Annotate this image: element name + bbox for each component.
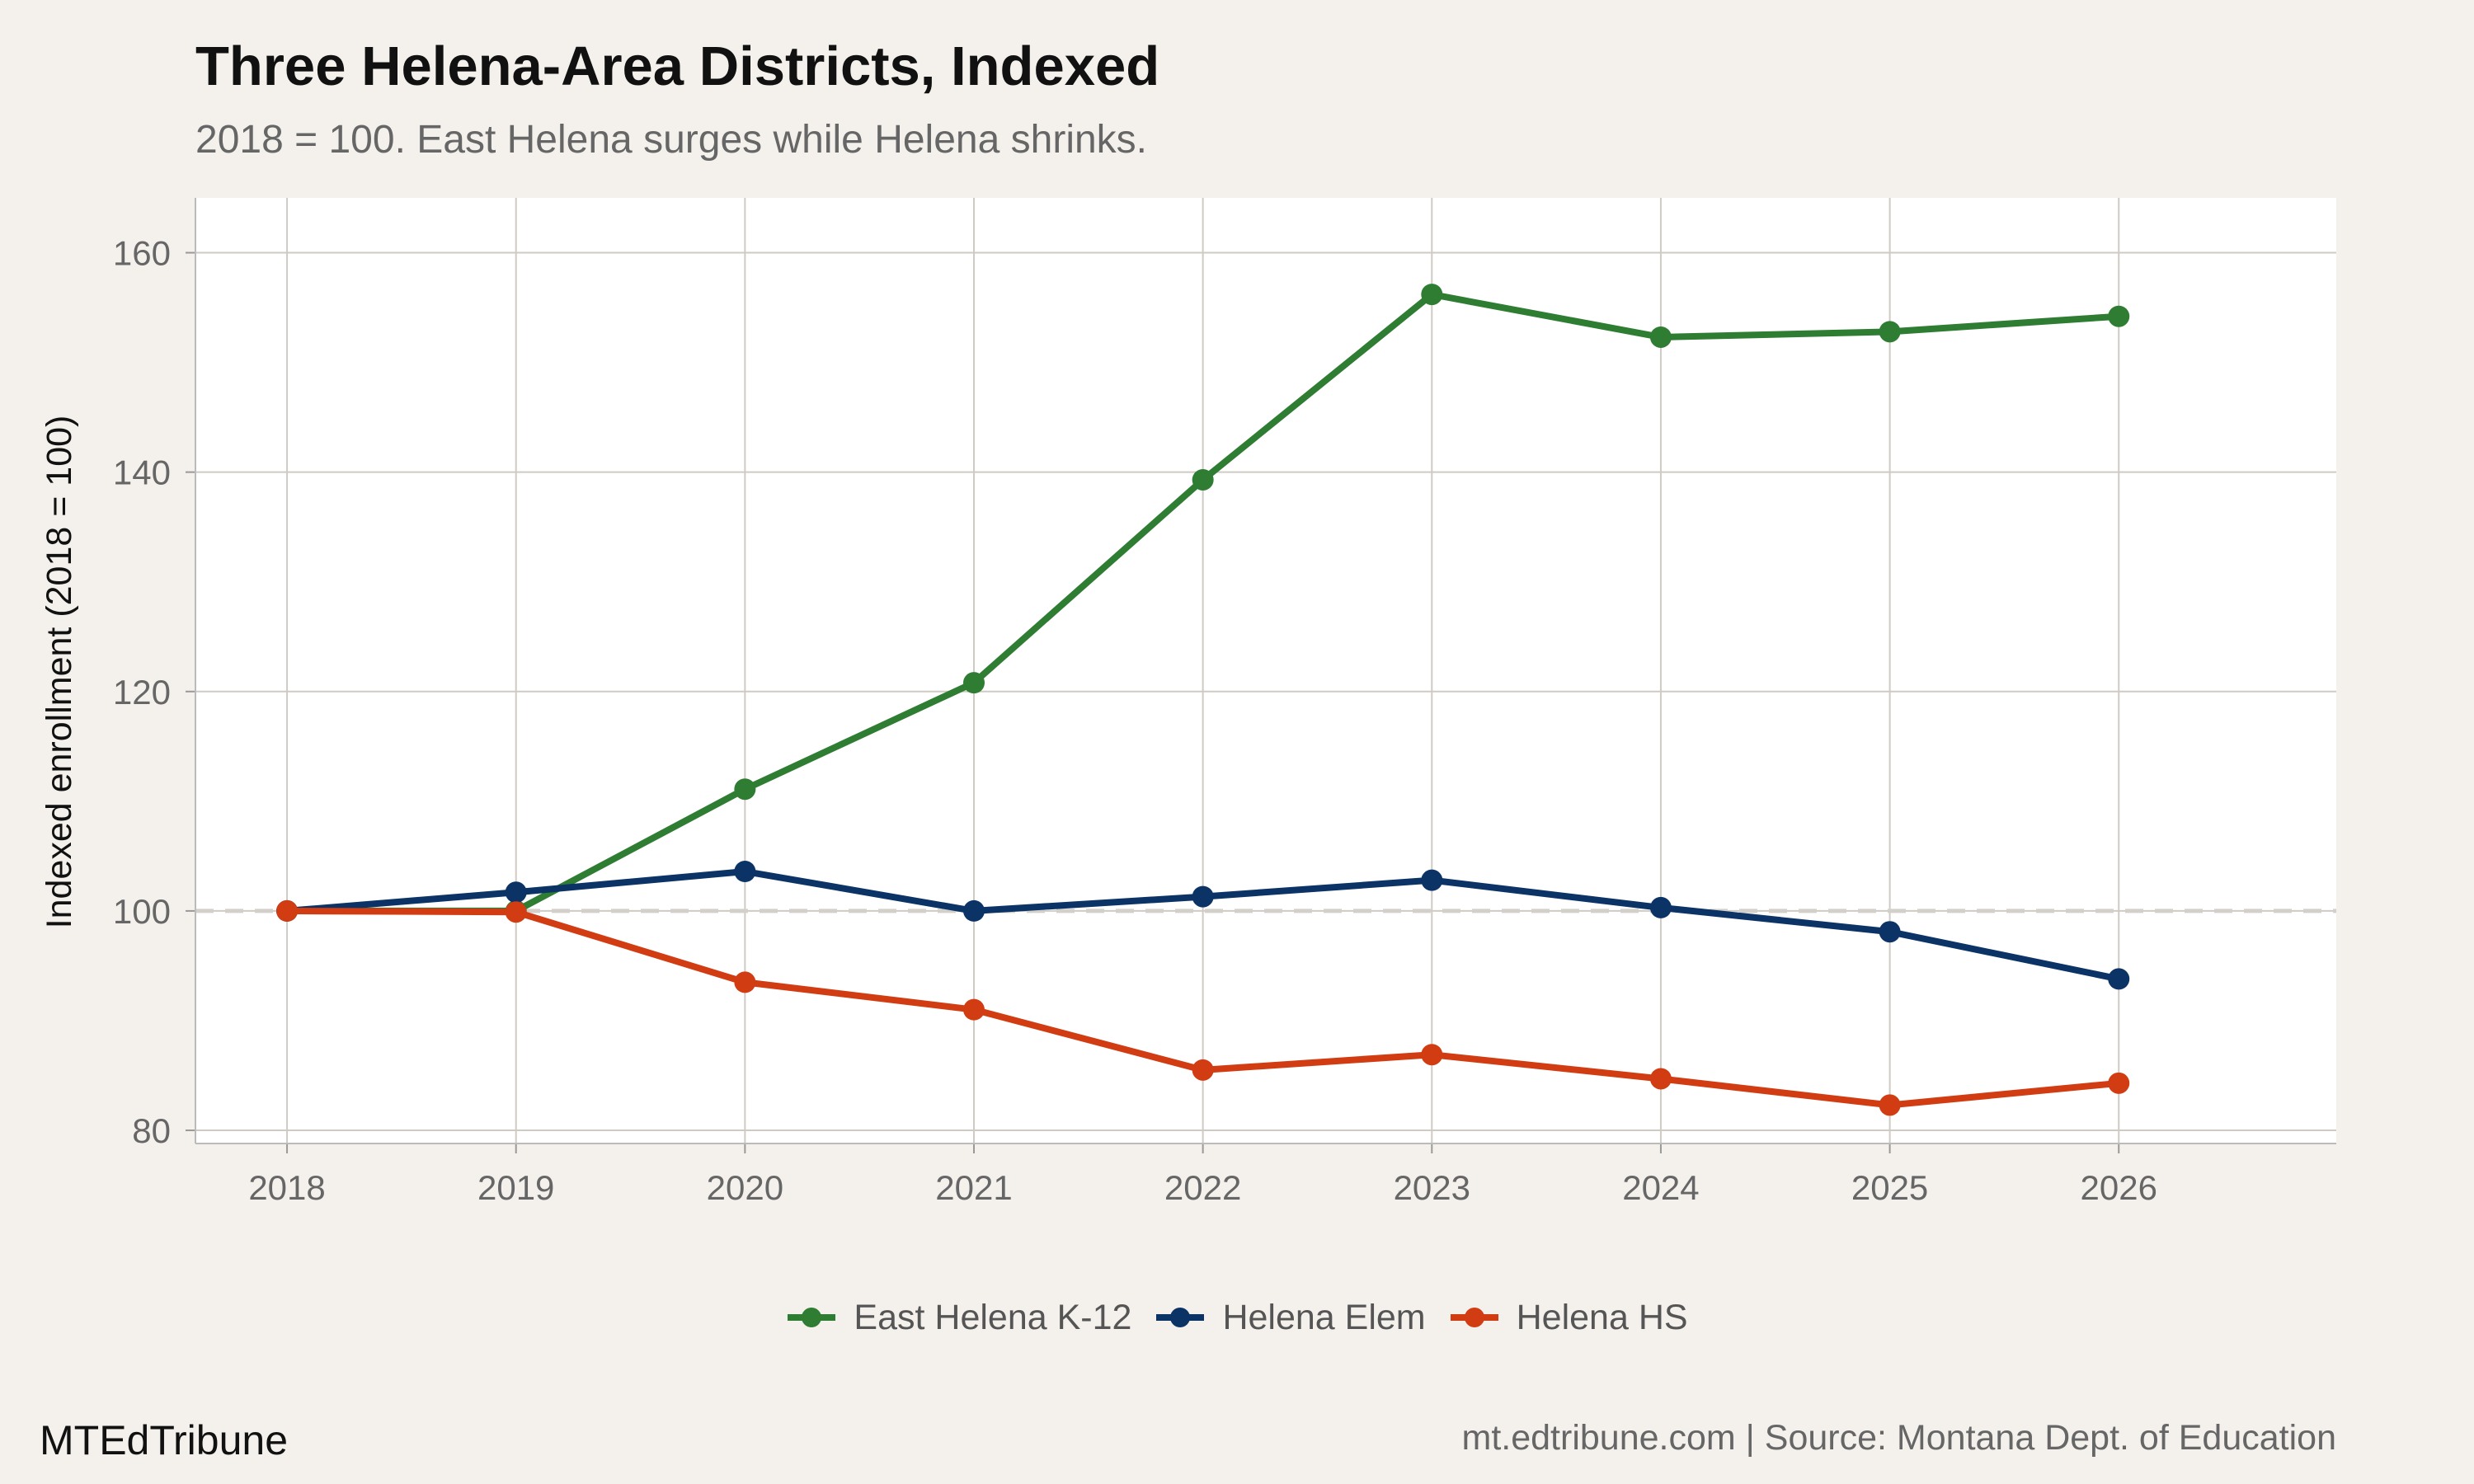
brand-caption: MTEdTribune xyxy=(40,1417,289,1463)
data-point-east-helena-k-12 xyxy=(1879,321,1901,343)
legend-key-helena-elem xyxy=(1156,1308,1205,1327)
data-point-helena-hs xyxy=(1421,1044,1443,1066)
legend-key-helena-hs xyxy=(1450,1308,1498,1327)
series-lines xyxy=(276,284,2130,1116)
data-point-helena-hs xyxy=(505,901,527,923)
legend-item-helena-hs: Helena HS xyxy=(1449,1298,1688,1338)
x-tick-label: 2021 xyxy=(935,1168,1012,1207)
y-tick-label: 100 xyxy=(113,892,171,931)
legend-item-east-helena: East Helena K-12 xyxy=(786,1298,1131,1338)
axes: 80 100 120 140 160 2018 2019 2020 2021 2022 2023 20… xyxy=(113,198,2336,1207)
data-point-helena-elem xyxy=(1192,885,1214,908)
data-point-east-helena-k-12 xyxy=(1649,326,1672,348)
chart-title: Three Helena-Area Districts, Indexed xyxy=(195,35,1160,97)
legend-key-east-helena xyxy=(788,1308,836,1327)
x-tick-label: 2024 xyxy=(1622,1168,1699,1207)
data-point-helena-hs xyxy=(734,971,756,993)
data-point-helena-hs xyxy=(963,998,985,1021)
legend-item-helena-elem: Helena Elem xyxy=(1155,1297,1426,1338)
data-point-helena-elem xyxy=(963,899,985,922)
x-tick-label: 2025 xyxy=(1851,1168,1928,1207)
line-chart: 80 100 120 140 160 2018 2019 2020 2021 2022 2023 20… xyxy=(40,198,2336,1207)
y-axis-label: Indexed enrollment (2018 = 100) xyxy=(40,416,79,929)
y-tick-label: 120 xyxy=(113,673,171,711)
x-tick-label: 2018 xyxy=(248,1168,325,1207)
data-point-east-helena-k-12 xyxy=(1421,284,1443,306)
data-point-east-helena-k-12 xyxy=(734,778,756,801)
data-point-helena-elem xyxy=(1421,869,1443,891)
data-point-helena-elem xyxy=(505,881,527,904)
legend-label-helena-elem: Helena Elem xyxy=(1222,1297,1426,1337)
data-point-helena-elem xyxy=(2108,968,2130,990)
data-point-helena-elem xyxy=(1649,896,1672,918)
x-tick-label: 2026 xyxy=(2081,1168,2157,1207)
y-tick-label: 80 xyxy=(132,1111,171,1150)
y-tick-label: 160 xyxy=(113,234,171,273)
x-tick-label: 2022 xyxy=(1164,1168,1241,1207)
data-point-helena-elem xyxy=(734,861,756,883)
y-tick-label: 140 xyxy=(113,453,171,492)
chart-subtitle: 2018 = 100. East Helena surges while Hel… xyxy=(195,118,1148,162)
x-tick-label: 2020 xyxy=(707,1168,783,1207)
source-caption: mt.edtribune.com | Source: Montana Dept.… xyxy=(1461,1418,2336,1458)
data-point-east-helena-k-12 xyxy=(1192,468,1214,491)
data-point-helena-hs xyxy=(276,899,299,922)
x-tick-label: 2023 xyxy=(1394,1168,1470,1207)
data-point-helena-elem xyxy=(1879,921,1901,943)
data-point-helena-hs xyxy=(2108,1072,2130,1094)
data-point-helena-hs xyxy=(1879,1094,1901,1116)
legend-label-helena-hs: Helena HS xyxy=(1516,1297,1688,1337)
legend: East Helena K-12 Helena Elem Helena HS xyxy=(0,1293,2474,1342)
legend-label-east-helena: East Helena K-12 xyxy=(854,1297,1132,1337)
data-point-helena-hs xyxy=(1192,1059,1214,1081)
data-point-helena-hs xyxy=(1649,1068,1672,1090)
plot-panel xyxy=(195,198,2336,1144)
x-tick-label: 2019 xyxy=(477,1168,554,1207)
data-point-east-helena-k-12 xyxy=(963,672,985,694)
data-point-east-helena-k-12 xyxy=(2108,305,2130,327)
